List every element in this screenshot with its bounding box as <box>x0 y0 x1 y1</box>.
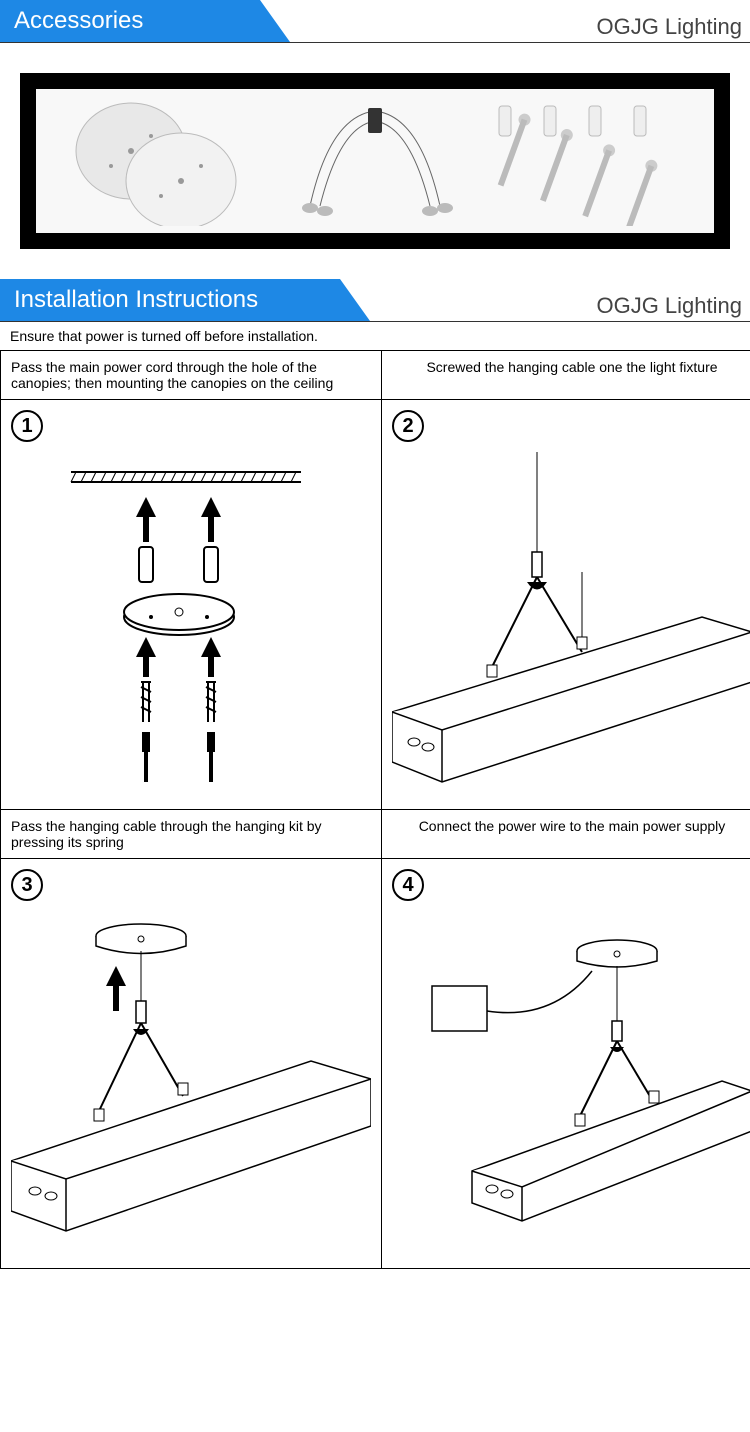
table-row: Pass the main power cord through the hol… <box>1 351 750 400</box>
step-4-svg <box>392 911 750 1251</box>
canopy-discs-icon <box>61 96 261 226</box>
divider <box>0 42 750 43</box>
table-row: Pass the hanging cable through the hangi… <box>1 810 750 859</box>
step-4-caption: Connect the power wire to the main power… <box>382 810 750 859</box>
brand-label: OGJG Lighting <box>596 293 742 321</box>
hanging-cable-icon <box>290 96 460 226</box>
table-row: 1 <box>1 400 750 810</box>
screws-anchors-icon <box>489 96 689 226</box>
accessories-header: Accessories OGJG Lighting <box>0 0 750 42</box>
step-4-illustration: 4 <box>382 859 750 1269</box>
step-number: 1 <box>11 410 43 442</box>
instructions-header: Installation Instructions OGJG Lighting <box>0 279 750 321</box>
step-3-svg <box>11 911 371 1251</box>
warning-text: Ensure that power is turned off before i… <box>0 322 750 350</box>
step-number: 2 <box>392 410 424 442</box>
table-row: 3 <box>1 859 750 1269</box>
brand-label: OGJG Lighting <box>596 14 742 42</box>
accessories-title: Accessories <box>0 0 260 42</box>
step-2-svg <box>392 452 750 792</box>
instructions-title: Installation Instructions <box>0 279 340 321</box>
step-3-illustration: 3 <box>1 859 382 1269</box>
step-number: 3 <box>11 869 43 901</box>
step-number: 4 <box>392 869 424 901</box>
step-1-caption: Pass the main power cord through the hol… <box>1 351 382 400</box>
step-1-illustration: 1 <box>1 400 382 810</box>
accessories-photo-box <box>20 73 730 249</box>
steps-table: Pass the main power cord through the hol… <box>0 350 750 1269</box>
step-3-caption: Pass the hanging cable through the hangi… <box>1 810 382 859</box>
step-2-illustration: 2 <box>382 400 750 810</box>
step-1-svg <box>11 452 351 792</box>
step-2-caption: Screwed the hanging cable one the light … <box>382 351 750 400</box>
